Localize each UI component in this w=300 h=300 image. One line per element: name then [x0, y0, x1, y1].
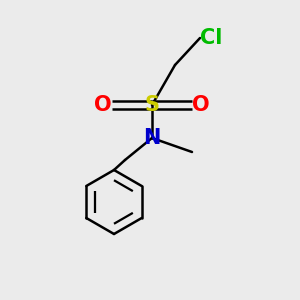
Text: Cl: Cl: [200, 28, 222, 48]
Text: O: O: [192, 95, 210, 115]
Text: S: S: [145, 95, 160, 115]
Text: O: O: [94, 95, 112, 115]
Text: N: N: [143, 128, 161, 148]
